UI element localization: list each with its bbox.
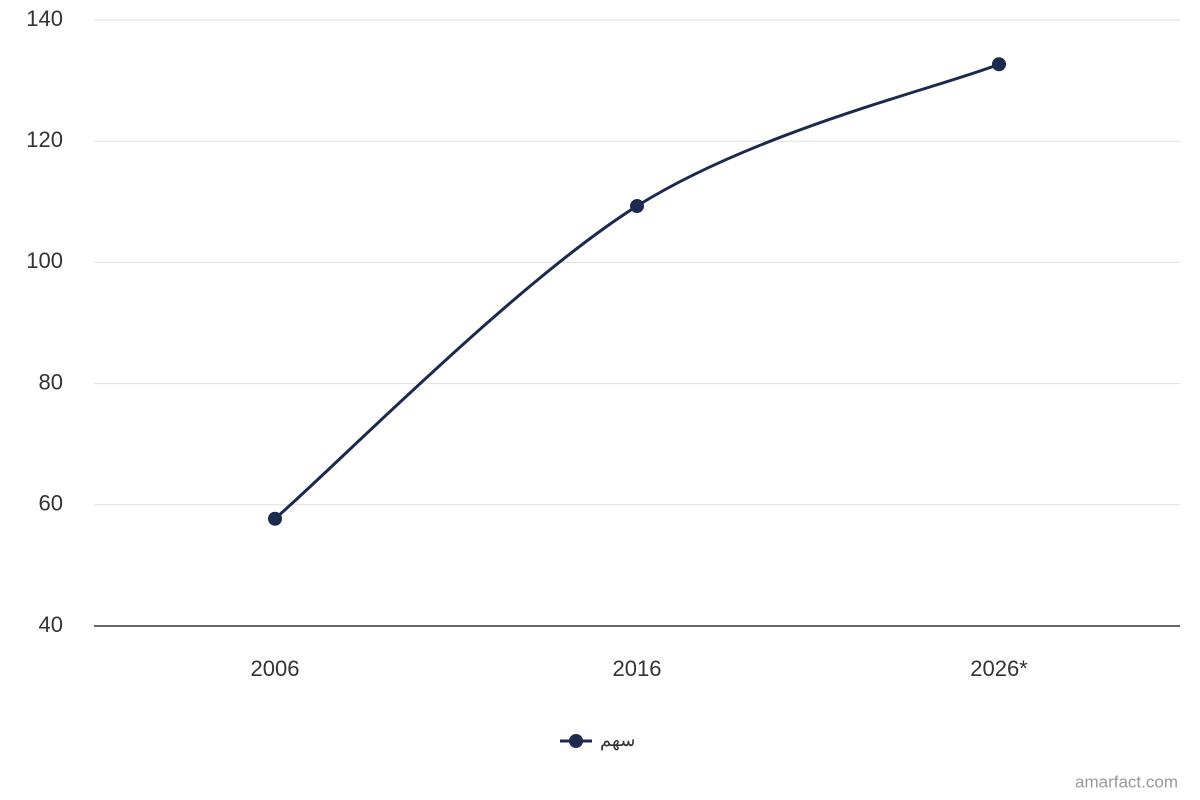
legend-label: سهم	[600, 730, 635, 751]
point	[630, 199, 644, 214]
point	[992, 57, 1006, 72]
x-tick-label: 2016	[613, 656, 662, 681]
point	[268, 511, 282, 526]
y-tick-label: 60	[39, 491, 63, 516]
legend-marker	[569, 734, 583, 748]
x-tick-label: 2026*	[970, 656, 1028, 681]
y-tick-label: 120	[26, 127, 63, 152]
credit: amarfact.com	[1075, 772, 1178, 791]
x-tick-label: 2006	[251, 656, 300, 681]
y-tick-label: 140	[26, 6, 63, 31]
y-tick-label: 80	[39, 369, 63, 394]
line	[274, 62, 1000, 520]
y-tick-label: 100	[26, 248, 63, 273]
y-tick-label: 40	[39, 612, 63, 637]
